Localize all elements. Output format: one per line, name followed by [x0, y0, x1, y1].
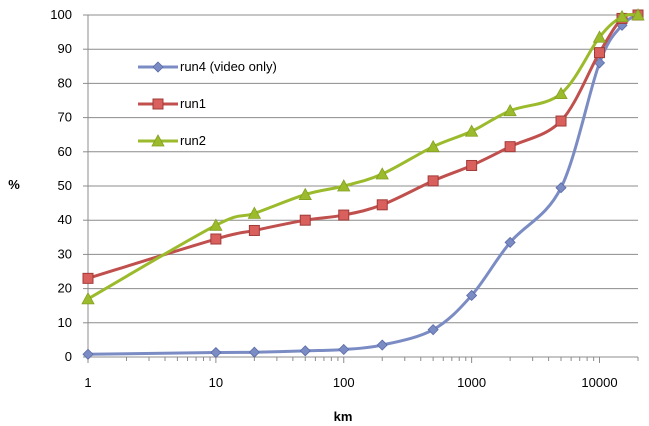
data-point [594, 47, 606, 59]
x-axis-label: km [334, 409, 353, 424]
y-tick-label: 10 [58, 315, 72, 330]
y-tick-label: 20 [58, 281, 72, 296]
y-axis-label: % [8, 177, 20, 192]
data-point [82, 348, 94, 360]
legend-marker [152, 61, 164, 73]
x-axis-ticks: 1 10 100 1000 10000 [84, 357, 639, 390]
data-point [555, 182, 567, 194]
data-point [338, 209, 350, 221]
y-axis-ticks: 0 10 20 30 40 50 60 70 80 90 100 [50, 7, 88, 364]
data-point [248, 346, 260, 358]
series-line [87, 13, 639, 301]
data-point [464, 124, 479, 137]
data-point [298, 187, 312, 200]
data-point [376, 339, 388, 351]
x-tick-label: 10 [209, 375, 223, 390]
y-tick-label: 40 [58, 212, 72, 227]
data-point [248, 224, 260, 236]
data-point [592, 30, 607, 43]
data-point [466, 159, 478, 171]
data-point [210, 233, 222, 245]
y-tick-label: 70 [58, 110, 72, 125]
data-point [247, 206, 262, 219]
x-tick-label: 10000 [581, 375, 617, 390]
grid [88, 14, 638, 324]
data-point [337, 179, 351, 192]
data-point [427, 175, 439, 187]
x-tick-label: 1 [84, 375, 91, 390]
legend-entry: run4 (video only) [138, 59, 277, 74]
legend-entry: run2 [138, 133, 206, 148]
data-point [209, 218, 223, 231]
data-point [299, 214, 311, 226]
y-tick-label: 60 [58, 144, 72, 159]
data-point [427, 324, 439, 336]
y-tick-label: 80 [58, 75, 72, 90]
legend-marker [151, 134, 165, 147]
data-point [426, 139, 440, 153]
data-point [466, 289, 478, 302]
data-point [554, 86, 568, 100]
data-point [82, 272, 94, 284]
series-layer [81, 8, 645, 360]
data-point [210, 346, 222, 359]
data-point [631, 8, 645, 21]
y-tick-label: 30 [58, 246, 72, 261]
data-point [503, 103, 517, 117]
series-run4-video-only- [82, 9, 644, 360]
legend-label: run4 (video only) [180, 59, 277, 74]
data-point [338, 343, 350, 356]
data-point [615, 9, 629, 23]
y-tick-label: 0 [65, 349, 72, 364]
data-point [504, 236, 516, 248]
legend-label: run1 [180, 96, 206, 111]
y-tick-label: 100 [50, 7, 72, 22]
series-run1 [82, 9, 644, 284]
data-point [376, 199, 388, 211]
legend-label: run2 [180, 133, 206, 148]
data-point [504, 141, 516, 153]
data-point [299, 345, 311, 357]
legend-marker [152, 98, 164, 110]
data-point [81, 292, 95, 305]
legend-entry: run1 [138, 96, 206, 111]
series-line [87, 13, 639, 280]
data-point [555, 115, 567, 127]
x-tick-label: 100 [333, 375, 355, 390]
data-point [375, 167, 389, 180]
legend: run4 (video only) run1 run2 [138, 59, 277, 148]
x-tick-label: 1000 [457, 375, 486, 390]
y-tick-label: 50 [58, 178, 72, 193]
y-tick-label: 90 [58, 41, 72, 56]
series-run2 [81, 8, 645, 305]
